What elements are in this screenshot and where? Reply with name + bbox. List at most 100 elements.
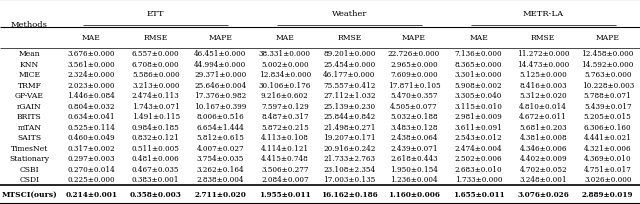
Text: 5.125±0.000: 5.125±0.000 bbox=[519, 71, 567, 79]
Text: METR-LA: METR-LA bbox=[523, 10, 564, 18]
Text: 2.324±0.000: 2.324±0.000 bbox=[67, 71, 115, 79]
Text: 0.634±0.041: 0.634±0.041 bbox=[67, 113, 115, 121]
Text: 17.003±0.135: 17.003±0.135 bbox=[323, 175, 376, 183]
Text: 5.470±0.357: 5.470±0.357 bbox=[390, 92, 438, 100]
Text: 2.439±0.071: 2.439±0.071 bbox=[390, 144, 438, 152]
Text: 7.597±0.129: 7.597±0.129 bbox=[261, 102, 308, 110]
Text: 4.751±0.017: 4.751±0.017 bbox=[584, 165, 632, 173]
Text: 17.871±0.105: 17.871±0.105 bbox=[388, 82, 440, 90]
Text: 14.473±0.000: 14.473±0.000 bbox=[517, 61, 569, 69]
Text: 5.312±0.020: 5.312±0.020 bbox=[519, 92, 567, 100]
Text: 23.108±2.354: 23.108±2.354 bbox=[323, 165, 376, 173]
Text: 3.076±0.026: 3.076±0.026 bbox=[517, 190, 569, 198]
Text: 4.702±0.052: 4.702±0.052 bbox=[519, 165, 567, 173]
Text: RMSE: RMSE bbox=[531, 34, 556, 42]
Text: 0.481±0.006: 0.481±0.006 bbox=[132, 155, 180, 163]
Text: 3.483±0.128: 3.483±0.128 bbox=[390, 123, 438, 131]
Text: 5.439±0.017: 5.439±0.017 bbox=[584, 102, 632, 110]
Text: 21.733±2.763: 21.733±2.763 bbox=[323, 155, 376, 163]
Text: 29.371±0.000: 29.371±0.000 bbox=[194, 71, 246, 79]
Text: 0.460±0.049: 0.460±0.049 bbox=[67, 134, 115, 142]
Text: 4.415±0.748: 4.415±0.748 bbox=[261, 155, 308, 163]
Text: MAPE: MAPE bbox=[209, 34, 232, 42]
Text: 6.708±0.000: 6.708±0.000 bbox=[132, 61, 180, 69]
Text: 22.726±0.000: 22.726±0.000 bbox=[388, 50, 440, 58]
Text: 2.084±0.007: 2.084±0.007 bbox=[261, 175, 308, 183]
Text: 25.646±0.004: 25.646±0.004 bbox=[194, 82, 246, 90]
Text: 7.609±0.000: 7.609±0.000 bbox=[390, 71, 438, 79]
Text: MAPE: MAPE bbox=[596, 34, 620, 42]
Text: 9.216±0.602: 9.216±0.602 bbox=[261, 92, 308, 100]
Text: MAE: MAE bbox=[275, 34, 294, 42]
Text: 3.301±0.000: 3.301±0.000 bbox=[455, 71, 502, 79]
Text: 17.376±0.982: 17.376±0.982 bbox=[194, 92, 246, 100]
Text: 0.383±0.001: 0.383±0.001 bbox=[132, 175, 179, 183]
Text: 46.451±0.000: 46.451±0.000 bbox=[194, 50, 246, 58]
Text: 1.950±0.154: 1.950±0.154 bbox=[390, 165, 438, 173]
Text: 3.754±0.035: 3.754±0.035 bbox=[196, 155, 244, 163]
Text: 25.454±0.000: 25.454±0.000 bbox=[323, 61, 376, 69]
Text: 5.032±0.188: 5.032±0.188 bbox=[390, 113, 438, 121]
Text: 21.498±0.271: 21.498±0.271 bbox=[323, 123, 376, 131]
Text: 4.402±0.009: 4.402±0.009 bbox=[519, 155, 567, 163]
Text: 2.023±0.000: 2.023±0.000 bbox=[67, 82, 115, 90]
Text: 5.681±0.203: 5.681±0.203 bbox=[519, 123, 567, 131]
Text: 3.305±0.040: 3.305±0.040 bbox=[455, 92, 502, 100]
Text: 4.346±0.006: 4.346±0.006 bbox=[520, 144, 567, 152]
Text: RMSE: RMSE bbox=[143, 34, 168, 42]
Text: 4.007±0.027: 4.007±0.027 bbox=[196, 144, 244, 152]
Text: 1.655±0.011: 1.655±0.011 bbox=[452, 190, 504, 198]
Text: 2.838±0.004: 2.838±0.004 bbox=[196, 175, 244, 183]
Text: MAPE: MAPE bbox=[402, 34, 426, 42]
Text: 5.002±0.000: 5.002±0.000 bbox=[261, 61, 308, 69]
Text: 0.297±0.003: 0.297±0.003 bbox=[67, 155, 115, 163]
Text: 6.306±0.160: 6.306±0.160 bbox=[584, 123, 632, 131]
Text: 3.213±0.000: 3.213±0.000 bbox=[132, 82, 179, 90]
Text: 0.270±0.014: 0.270±0.014 bbox=[67, 165, 115, 173]
Text: 2.981±0.009: 2.981±0.009 bbox=[454, 113, 502, 121]
Text: 46.177±0.000: 46.177±0.000 bbox=[323, 71, 376, 79]
Text: 1.733±0.000: 1.733±0.000 bbox=[455, 175, 502, 183]
Text: 20.916±0.242: 20.916±0.242 bbox=[323, 144, 376, 152]
Text: 2.438±0.064: 2.438±0.064 bbox=[390, 134, 438, 142]
Text: 25.844±0.842: 25.844±0.842 bbox=[323, 113, 376, 121]
Text: 16.162±0.186: 16.162±0.186 bbox=[321, 190, 378, 198]
Text: 2.543±0.012: 2.543±0.012 bbox=[455, 134, 502, 142]
Text: MICE: MICE bbox=[19, 71, 40, 79]
Text: 0.984±0.185: 0.984±0.185 bbox=[132, 123, 180, 131]
Text: BRITS: BRITS bbox=[17, 113, 42, 121]
Text: 4.505±0.077: 4.505±0.077 bbox=[390, 102, 438, 110]
Text: 4.672±0.011: 4.672±0.011 bbox=[519, 113, 567, 121]
Text: 8.365±0.000: 8.365±0.000 bbox=[455, 61, 502, 69]
Text: 8.487±0.317: 8.487±0.317 bbox=[261, 113, 308, 121]
Text: 10.228±0.003: 10.228±0.003 bbox=[582, 82, 634, 90]
Text: 0.214±0.001: 0.214±0.001 bbox=[65, 190, 117, 198]
Text: 6.557±0.000: 6.557±0.000 bbox=[132, 50, 180, 58]
Text: 1.236±0.004: 1.236±0.004 bbox=[390, 175, 438, 183]
Text: MTSCI(ours): MTSCI(ours) bbox=[1, 190, 58, 198]
Text: RMSE: RMSE bbox=[337, 34, 362, 42]
Text: 5.788±0.071: 5.788±0.071 bbox=[584, 92, 632, 100]
Text: 2.711±0.020: 2.711±0.020 bbox=[195, 190, 246, 198]
Text: 5.763±0.000: 5.763±0.000 bbox=[584, 71, 632, 79]
Text: 2.889±0.019: 2.889±0.019 bbox=[582, 190, 634, 198]
Text: 1.160±0.006: 1.160±0.006 bbox=[388, 190, 440, 198]
Text: 3.262±0.164: 3.262±0.164 bbox=[196, 165, 244, 173]
Text: 4.113±0.108: 4.113±0.108 bbox=[261, 134, 309, 142]
Text: 30.106±0.176: 30.106±0.176 bbox=[259, 82, 311, 90]
Text: SAITS: SAITS bbox=[17, 134, 42, 142]
Text: 1.491±0.115: 1.491±0.115 bbox=[132, 113, 180, 121]
Text: 3.026±0.000: 3.026±0.000 bbox=[584, 175, 632, 183]
Text: 5.872±0.215: 5.872±0.215 bbox=[261, 123, 308, 131]
Text: Mean: Mean bbox=[19, 50, 40, 58]
Text: 2.474±0.004: 2.474±0.004 bbox=[455, 144, 502, 152]
Text: Weather: Weather bbox=[332, 10, 367, 18]
Text: 14.592±0.000: 14.592±0.000 bbox=[582, 61, 634, 69]
Text: 1.955±0.011: 1.955±0.011 bbox=[259, 190, 311, 198]
Text: 38.331±0.000: 38.331±0.000 bbox=[259, 50, 311, 58]
Text: 0.511±0.005: 0.511±0.005 bbox=[132, 144, 180, 152]
Text: mTAN: mTAN bbox=[17, 123, 42, 131]
Text: 5.586±0.000: 5.586±0.000 bbox=[132, 71, 180, 79]
Text: 6.654±1.444: 6.654±1.444 bbox=[196, 123, 244, 131]
Text: 1.743±0.071: 1.743±0.071 bbox=[132, 102, 180, 110]
